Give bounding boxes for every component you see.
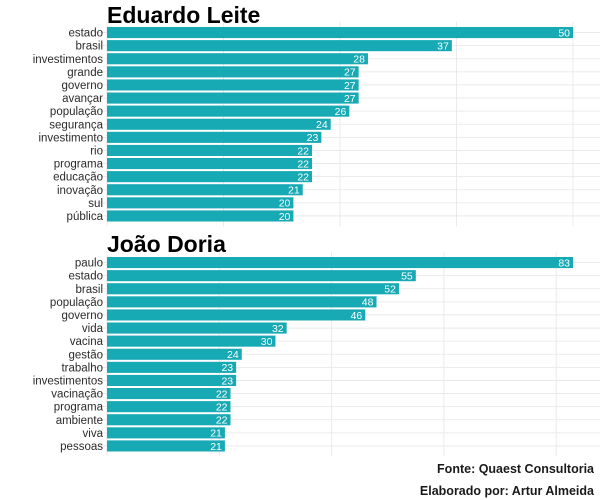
category-label: brasil	[76, 41, 103, 53]
value-label: 20	[279, 211, 291, 223]
value-label: 26	[335, 106, 347, 118]
bar	[107, 361, 237, 373]
category-label: brasil	[76, 284, 103, 296]
bar	[107, 348, 242, 360]
bar	[107, 427, 225, 439]
bar	[107, 105, 350, 117]
value-label: 22	[297, 145, 309, 157]
category-label: programa	[54, 159, 104, 171]
bar	[107, 335, 276, 347]
category-label: estado	[68, 271, 103, 283]
value-label: 24	[316, 119, 328, 131]
category-label: investimento	[38, 132, 103, 144]
credit-note: Elaborado por: Artur Almeida	[419, 484, 594, 498]
value-label: 83	[558, 257, 570, 269]
value-label: 23	[221, 362, 233, 374]
value-label: 50	[558, 27, 570, 39]
bar	[107, 401, 231, 413]
value-label: 22	[216, 401, 228, 413]
category-label: vacinação	[51, 389, 103, 401]
charts-canvas: Eduardo Leite estado 50 brasil 37 investiment…	[33, 2, 600, 457]
bar	[107, 53, 368, 65]
category-label: investimentos	[33, 375, 104, 387]
value-label: 55	[401, 270, 413, 282]
value-label: 48	[362, 297, 374, 309]
category-label: estado	[68, 28, 103, 40]
value-label: 30	[261, 336, 273, 348]
category-label: grande	[67, 67, 103, 79]
bar	[107, 296, 377, 308]
value-label: 28	[353, 54, 365, 66]
value-label: 37	[437, 40, 449, 52]
bar	[107, 144, 313, 156]
bar	[107, 171, 313, 183]
chart-panel-1: Eduardo Leite estado 50 brasil 37 investiment…	[33, 2, 600, 227]
bar	[107, 322, 287, 334]
bar	[107, 270, 416, 282]
chart-panel-2: João Doria paulo 83 estado 55 brasil 52 populaç…	[33, 231, 600, 457]
category-label: paulo	[75, 258, 103, 270]
value-label: 32	[272, 323, 284, 335]
bar	[107, 66, 359, 78]
category-label: inovação	[57, 185, 103, 197]
category-label: governo	[61, 80, 103, 92]
bar	[107, 131, 322, 143]
category-label: rio	[90, 145, 103, 157]
bar	[107, 184, 303, 196]
bar	[107, 118, 331, 130]
panel-title: Eduardo Leite	[107, 2, 260, 28]
bar	[107, 257, 573, 269]
bar	[107, 388, 231, 400]
bar	[107, 414, 231, 426]
category-label: programa	[54, 402, 104, 414]
value-label: 22	[216, 388, 228, 400]
value-label: 24	[227, 349, 239, 361]
category-label: educação	[53, 172, 103, 184]
value-label: 21	[210, 428, 222, 440]
category-label: avançar	[62, 93, 103, 105]
category-label: população	[50, 297, 103, 309]
value-label: 46	[351, 310, 363, 322]
bar	[107, 158, 313, 170]
value-label: 21	[210, 441, 222, 453]
value-label: 22	[297, 171, 309, 183]
value-label: 52	[384, 284, 396, 296]
bar	[107, 210, 294, 222]
category-label: segurança	[49, 119, 103, 131]
value-label: 23	[307, 132, 319, 144]
category-label: população	[50, 106, 103, 118]
bar	[107, 27, 573, 39]
bar	[107, 197, 294, 209]
panel-title: João Doria	[107, 231, 226, 257]
source-note: Fonte: Quaest Consultoria	[437, 462, 594, 476]
category-label: pública	[67, 211, 104, 223]
value-label: 27	[344, 80, 356, 92]
value-label: 20	[279, 198, 291, 210]
value-label: 22	[297, 158, 309, 170]
value-label: 27	[344, 67, 356, 79]
value-label: 22	[216, 415, 228, 427]
category-label: ambiente	[56, 415, 103, 427]
bar	[107, 79, 359, 91]
category-label: gestão	[68, 349, 103, 361]
value-label: 23	[221, 375, 233, 387]
value-label: 21	[288, 185, 300, 197]
category-label: vacina	[70, 336, 104, 348]
category-label: pessoas	[60, 441, 103, 453]
bar	[107, 374, 237, 386]
bar	[107, 309, 366, 321]
category-label: viva	[83, 428, 104, 440]
value-label: 27	[344, 93, 356, 105]
category-label: investimentos	[33, 54, 104, 66]
bar	[107, 283, 399, 295]
bar	[107, 40, 452, 52]
category-label: trabalho	[61, 362, 103, 374]
category-label: governo	[61, 310, 103, 322]
bar	[107, 92, 359, 104]
category-label: vida	[82, 323, 104, 335]
category-label: sul	[88, 198, 103, 210]
bar	[107, 440, 225, 452]
